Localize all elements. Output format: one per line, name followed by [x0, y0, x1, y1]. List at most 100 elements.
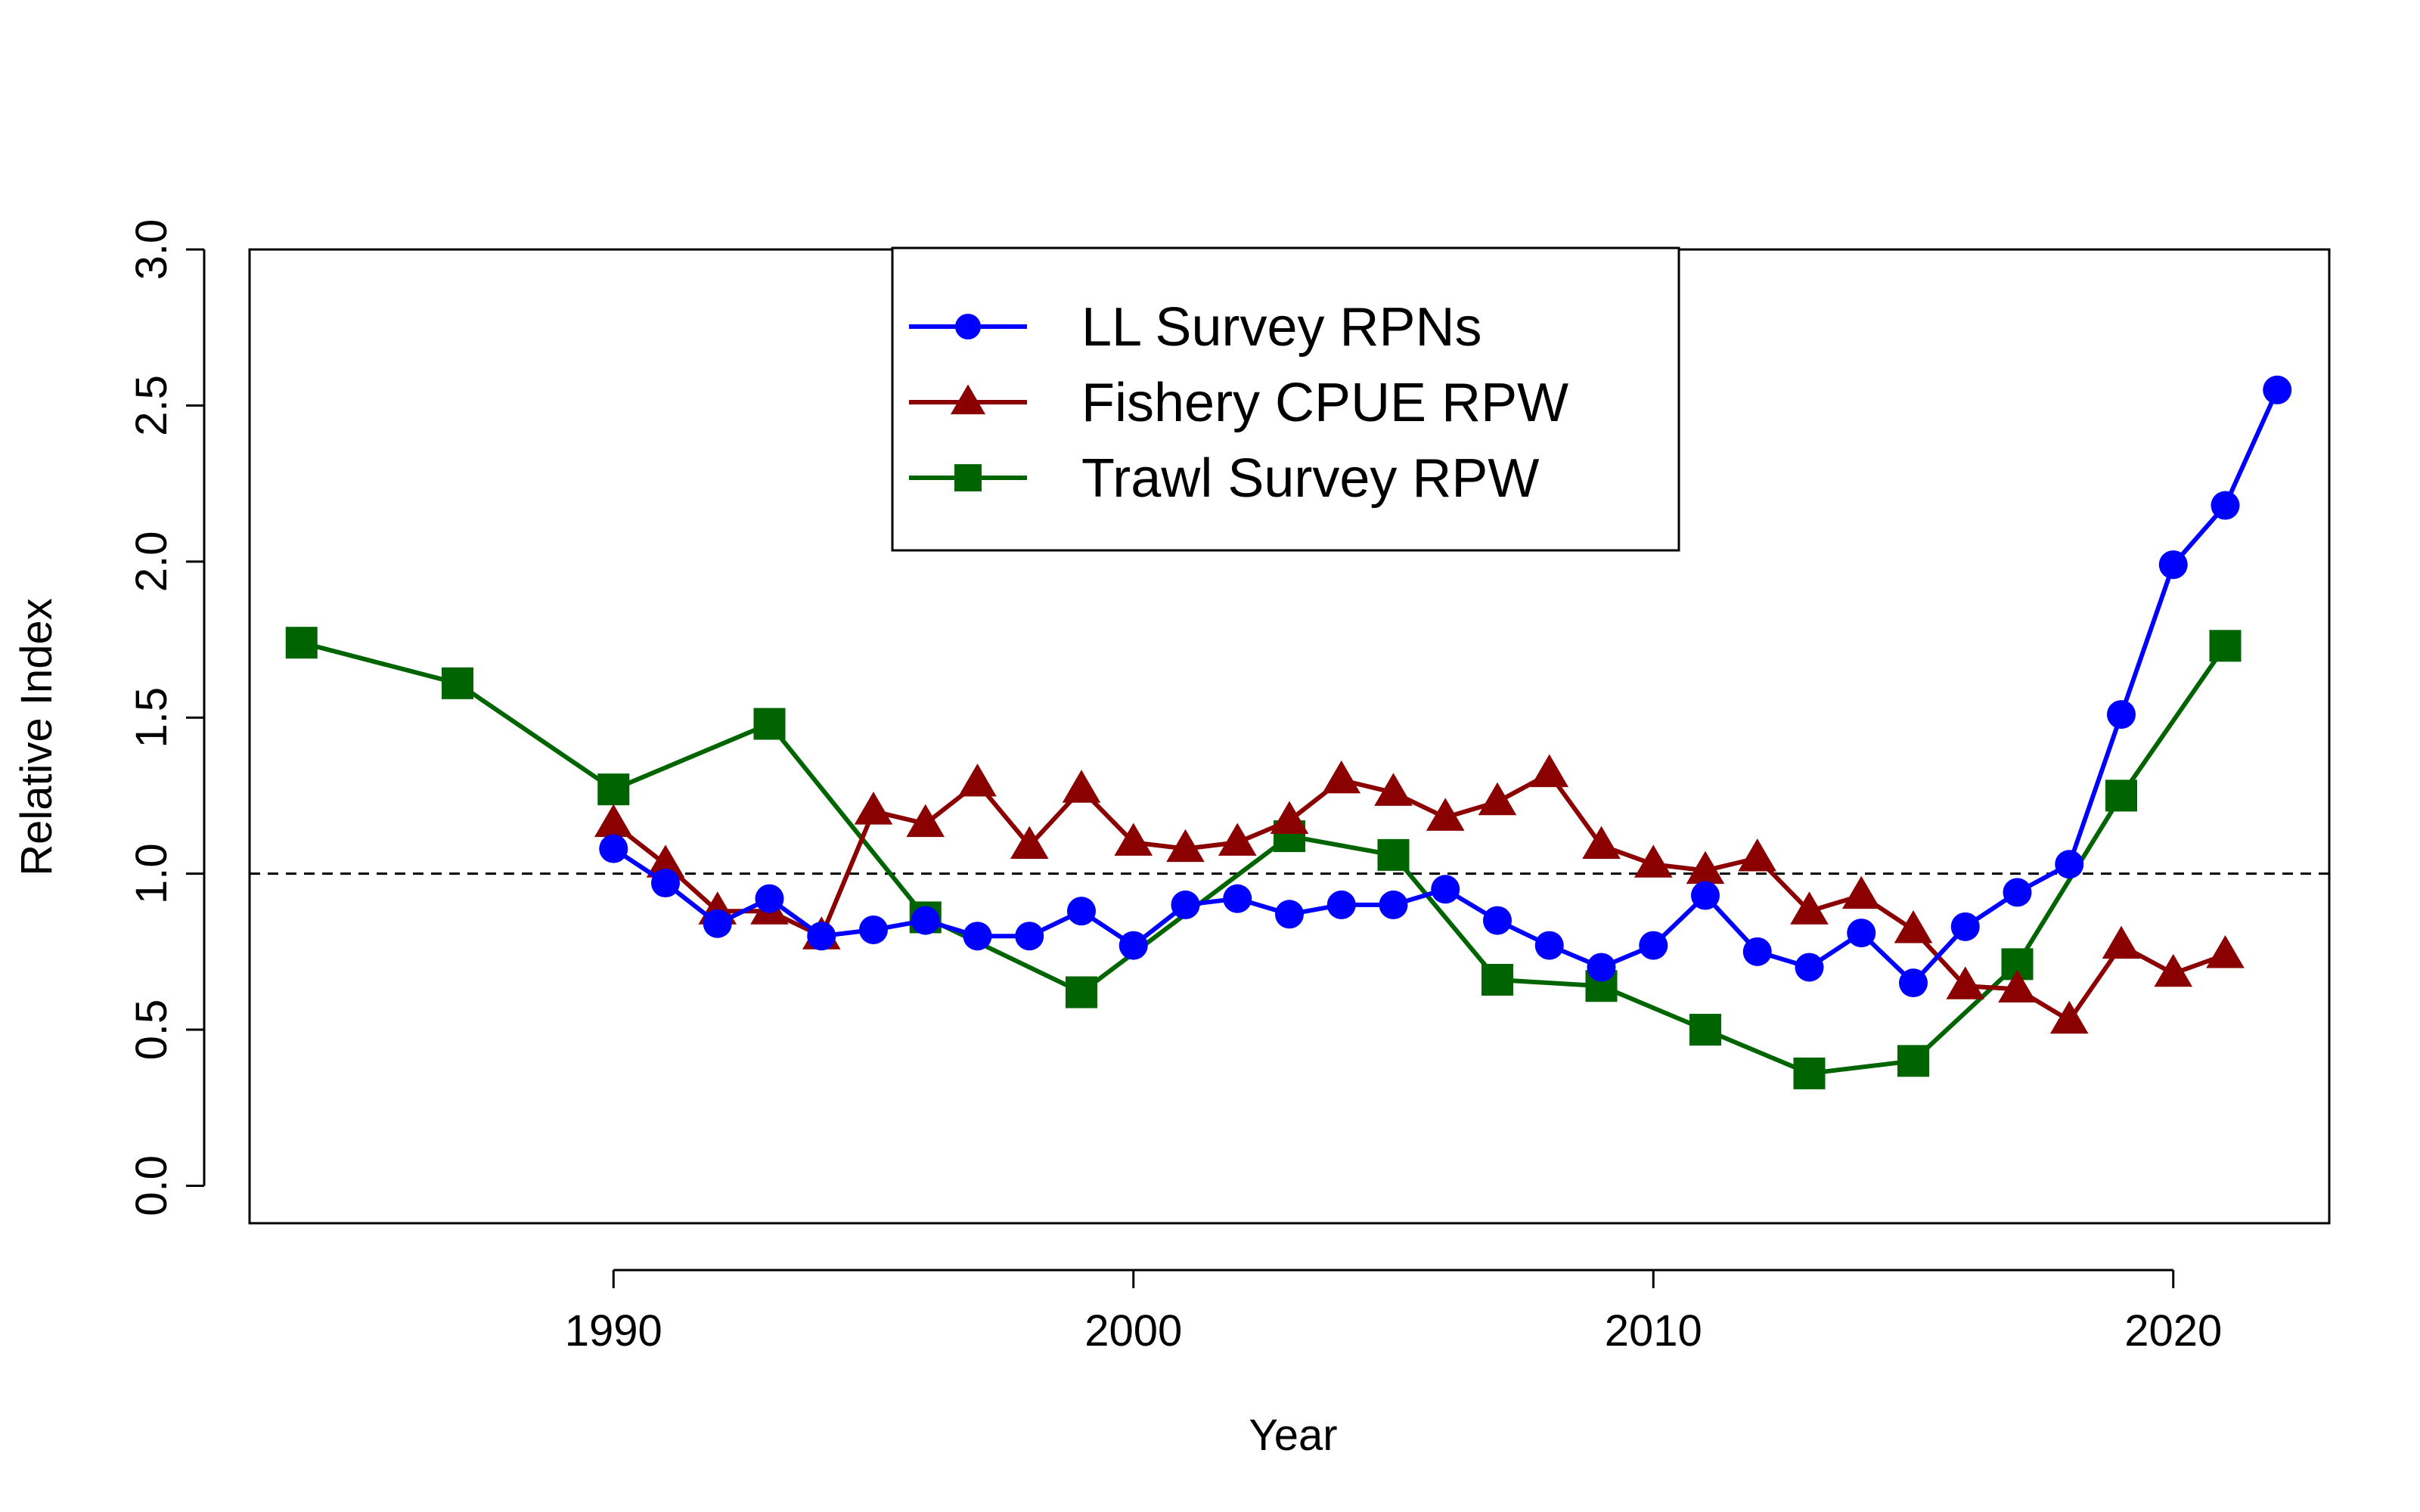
data-point	[2263, 375, 2292, 404]
y-tick-label: 2.5	[127, 375, 176, 436]
y-tick-label: 0.0	[127, 1155, 176, 1216]
data-point	[963, 922, 992, 951]
data-point	[1114, 823, 1153, 856]
data-point	[1634, 844, 1673, 878]
data-point	[1897, 1045, 1929, 1077]
data-point	[285, 627, 318, 659]
data-point	[1582, 826, 1621, 860]
data-point	[1223, 884, 1252, 913]
data-point	[859, 915, 888, 944]
data-point	[597, 773, 630, 806]
data-point	[911, 906, 940, 935]
data-point	[1998, 969, 2037, 1002]
legend: LL Survey RPNs Fishery CPUE RPW Trawl Surv…	[891, 246, 1680, 552]
legend-label: Trawl Survey RPW	[1081, 448, 1539, 509]
data-point	[1322, 760, 1361, 794]
series-triangle	[594, 754, 2245, 1034]
data-point	[1738, 838, 1777, 872]
data-point	[1015, 922, 1044, 951]
data-point	[1374, 773, 1413, 806]
data-point	[1950, 912, 1980, 941]
data-point	[2206, 935, 2245, 968]
data-point	[2049, 1000, 2089, 1034]
data-point	[1326, 890, 1356, 919]
legend-label: Fishery CPUE RPW	[1081, 373, 1568, 433]
data-point	[753, 708, 786, 740]
data-point	[1899, 968, 1928, 998]
data-point	[807, 922, 836, 951]
data-point	[2055, 850, 2084, 879]
data-point	[1530, 754, 1569, 788]
data-point	[594, 804, 633, 838]
data-point	[1639, 931, 1668, 960]
data-point	[1946, 966, 1985, 999]
axes: 1990 2000 2010 2020 0.0 0.5 1.0 1.5 2.0 2.5 3.0	[127, 219, 2331, 1356]
legend-marker	[955, 314, 981, 339]
x-tick-label: 2020	[2124, 1306, 2222, 1356]
y-tick-label: 0.5	[127, 999, 176, 1061]
series-circle	[599, 375, 2292, 998]
data-point	[1379, 890, 1408, 919]
data-point	[1483, 906, 1512, 935]
data-point	[1742, 937, 1772, 966]
data-point	[1847, 919, 1876, 948]
data-point	[1066, 976, 1097, 1009]
data-point	[2158, 550, 2188, 579]
data-point	[646, 844, 685, 878]
data-point	[1118, 931, 1148, 960]
legend-marker	[954, 464, 982, 491]
legend-box	[891, 246, 1680, 552]
data-point	[651, 869, 680, 898]
data-point	[1067, 897, 1096, 926]
data-point	[906, 804, 945, 838]
y-tick-label: 1.0	[127, 843, 176, 904]
legend-marker	[951, 384, 985, 414]
data-point	[1793, 1057, 1826, 1089]
data-point	[854, 792, 893, 825]
y-axis-title: Relative Index	[12, 598, 61, 876]
data-point	[1166, 829, 1205, 863]
data-point	[1270, 801, 1309, 835]
data-point	[1689, 1014, 1721, 1046]
data-point	[2003, 878, 2032, 907]
data-point	[958, 764, 997, 797]
data-point	[2211, 491, 2240, 520]
series-line	[301, 640, 2227, 1076]
y-tick-label: 3.0	[127, 219, 176, 280]
x-axis-title: Year	[1249, 1411, 1337, 1460]
legend-label: LL Survey RPNs	[1081, 297, 1482, 358]
data-point	[1275, 900, 1304, 929]
data-point	[1010, 826, 1049, 860]
data-point	[1431, 875, 1460, 904]
data-point	[1377, 838, 1410, 871]
data-point	[2209, 630, 2242, 662]
data-point	[1534, 931, 1564, 960]
data-point	[599, 834, 628, 863]
data-point	[442, 667, 473, 699]
data-point	[2107, 700, 2136, 730]
data-point	[2102, 925, 2141, 959]
data-point	[1171, 890, 1200, 919]
data-point	[1795, 953, 1824, 982]
data-point	[2105, 779, 2137, 812]
data-point	[755, 884, 784, 913]
y-tick-label: 1.5	[127, 687, 176, 748]
data-point	[1062, 770, 1101, 803]
series-square	[285, 627, 2242, 1089]
y-tick-label: 2.0	[127, 531, 176, 593]
x-tick-label: 2010	[1605, 1306, 1702, 1356]
data-point	[1841, 875, 1881, 909]
data-point	[1790, 891, 1829, 925]
data-point	[1481, 964, 1513, 996]
data-point	[1587, 953, 1616, 982]
x-tick-label: 1990	[565, 1306, 662, 1356]
x-tick-label: 2000	[1084, 1306, 1182, 1356]
data-point	[1426, 798, 1465, 831]
data-point	[703, 909, 732, 938]
data-point	[1686, 850, 1725, 885]
data-point	[1478, 782, 1517, 816]
data-point	[1218, 823, 1257, 856]
data-point	[1691, 881, 1720, 910]
data-point	[2154, 953, 2193, 987]
